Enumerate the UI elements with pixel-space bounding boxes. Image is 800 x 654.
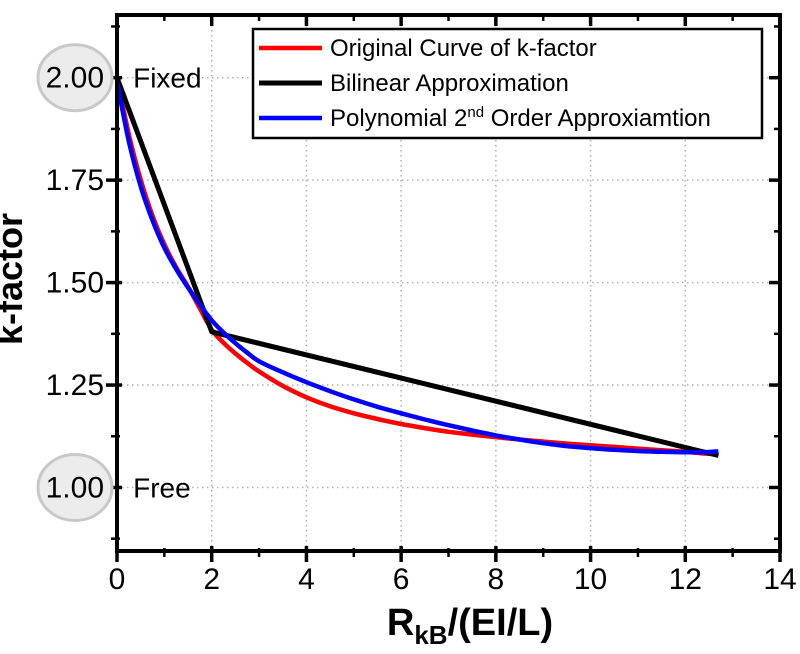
axes	[106, 13, 782, 562]
y-tick-label: 2.00	[46, 62, 104, 95]
legend: Original Curve of k-factor Bilinear Appro…	[251, 27, 764, 140]
annotation-fixed: Fixed	[133, 63, 201, 94]
tick-highlight-ellipse	[36, 43, 114, 113]
data-series	[114, 76, 719, 458]
series-line-polynomial	[114, 81, 719, 455]
legend-label: Original Curve of k-factor	[330, 35, 597, 62]
annotation-free: Free	[133, 472, 191, 503]
x-axis-title: RkB/(EI/L)	[387, 602, 553, 650]
x-tick-label: 14	[763, 563, 796, 596]
tick-highlight-ellipse	[36, 452, 114, 522]
y-tick-label: 1.25	[46, 369, 104, 402]
legend-label: Polynomial 2nd Order Approxiamtion	[330, 104, 711, 132]
y-axis-title: k-factor	[0, 213, 30, 345]
x-tick-label: 6	[393, 563, 410, 596]
series-line-bilinear	[114, 76, 719, 458]
x-tick-label: 2	[203, 563, 220, 596]
x-tick-label: 12	[669, 563, 702, 596]
x-tick-label: 4	[298, 563, 315, 596]
y-tick-label: 1.75	[46, 164, 104, 197]
y-tick-label: 1.50	[46, 267, 104, 300]
legend-label: Bilinear Approximation	[330, 70, 569, 97]
x-tick-label: 10	[574, 563, 607, 596]
y-tick-label: 1.00	[46, 471, 104, 504]
x-tick-label: 8	[488, 563, 505, 596]
x-tick-label: 0	[109, 563, 126, 596]
legend-box	[251, 27, 764, 140]
